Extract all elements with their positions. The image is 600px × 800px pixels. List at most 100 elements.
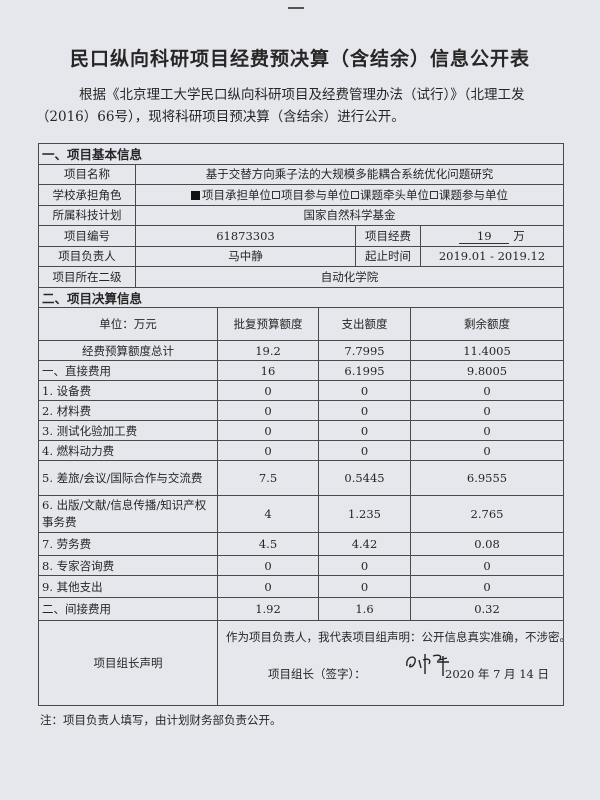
sign-date: 2020 年 7 月 14 日 bbox=[445, 667, 549, 681]
budget-row: 经费预算额度总计 19.2 7.7995 11.4005 bbox=[38, 340, 564, 361]
declaration-label: 项目组长声明 bbox=[38, 620, 218, 706]
funding-unit: 万 bbox=[513, 228, 525, 243]
funding-value: 19 万 bbox=[419, 225, 565, 247]
cell-spent: 4.42 bbox=[318, 532, 411, 556]
plan-label: 所属科技计划 bbox=[38, 204, 136, 226]
cell-spent: 1.6 bbox=[318, 597, 411, 621]
cell-remaining: 0.32 bbox=[410, 597, 564, 621]
cell-remaining: 11.4005 bbox=[410, 340, 564, 361]
cell-item: 5. 差旅/会议/国际合作与交流费 bbox=[38, 460, 218, 496]
cell-item: 2. 材料费 bbox=[38, 400, 218, 421]
declaration-text: 作为项目负责人，我代表项目组声明：公开信息真实准确，不涉密。 bbox=[226, 630, 564, 644]
role-option: 项目参与单位 bbox=[281, 187, 350, 202]
cell-item: 1. 设备费 bbox=[38, 380, 218, 401]
cell-spent: 0 bbox=[318, 555, 411, 576]
cell-budget: 4.5 bbox=[217, 532, 319, 556]
cell-budget: 0 bbox=[217, 555, 319, 576]
cell-item: 一、直接费用 bbox=[38, 360, 218, 381]
page-title: 民口纵向科研项目经费预决算（含结余）信息公开表 bbox=[69, 48, 530, 70]
col-remaining: 剩余额度 bbox=[410, 307, 564, 341]
cell-remaining: 2.765 bbox=[410, 495, 564, 533]
cell-remaining: 0 bbox=[410, 555, 564, 576]
cell-item: 经费预算额度总计 bbox=[38, 340, 218, 361]
cell-remaining: 0 bbox=[410, 380, 564, 401]
cell-remaining: 0 bbox=[410, 400, 564, 421]
cell-budget: 19.2 bbox=[217, 340, 319, 361]
number-value: 61873303 bbox=[135, 225, 356, 247]
cell-item: 二、间接费用 bbox=[38, 597, 218, 621]
cell-spent: 0 bbox=[318, 420, 411, 441]
leader-label: 项目负责人 bbox=[38, 245, 136, 267]
cell-budget: 0 bbox=[217, 575, 319, 598]
checkbox-empty-icon bbox=[430, 190, 438, 199]
cell-remaining: 6.9555 bbox=[410, 460, 564, 496]
cell-spent: 0 bbox=[318, 400, 411, 421]
dept-label: 项目所在二级 bbox=[38, 266, 136, 288]
budget-row: 4. 燃料动力费 0 0 0 bbox=[38, 440, 564, 461]
leader-value: 马中静 bbox=[135, 245, 356, 267]
budget-row: 二、间接费用 1.92 1.6 0.32 bbox=[38, 597, 564, 621]
section1-heading: 一、项目基本信息 bbox=[37, 143, 565, 165]
cell-spent: 6.1995 bbox=[318, 360, 411, 381]
project-name: 基于交替方向乘子法的大规模多能耦合系统优化问题研究 bbox=[134, 163, 565, 185]
cell-item: 7. 劳务费 bbox=[38, 532, 218, 556]
role-option: 课题牵头单位 bbox=[360, 187, 429, 202]
project-name-label: 项目名称 bbox=[38, 163, 136, 185]
cell-item: 6. 出版/文献/信息传播/知识产权事务费 bbox=[38, 495, 218, 533]
cell-spent: 7.7995 bbox=[318, 340, 411, 361]
role-option: 项目承担单位 bbox=[202, 187, 271, 202]
cell-spent: 0 bbox=[318, 575, 411, 598]
footnote: 注：项目负责人填写，由计划财务部负责公开。 bbox=[40, 713, 282, 727]
declaration-row: 项目组长声明 作为项目负责人，我代表项目组声明：公开信息真实准确，不涉密。 项目… bbox=[38, 620, 564, 706]
cell-item: 4. 燃料动力费 bbox=[38, 440, 218, 461]
signature-image bbox=[406, 654, 449, 676]
cell-remaining: 0 bbox=[410, 440, 564, 461]
budget-row: 6. 出版/文献/信息传播/知识产权事务费 4 1.235 2.765 bbox=[38, 495, 564, 533]
cell-remaining: 0 bbox=[410, 420, 564, 441]
cell-budget: 7.5 bbox=[217, 460, 319, 496]
cell-budget: 16 bbox=[217, 360, 319, 381]
period-label: 起止时间 bbox=[355, 245, 421, 267]
budget-header-row: 单位：万元 批复预算额度 支出额度 剩余额度 bbox=[38, 307, 564, 341]
funding-label: 项目经费 bbox=[355, 225, 421, 247]
cell-item: 3. 测试化验加工费 bbox=[38, 420, 218, 441]
budget-row: 3. 测试化验加工费 0 0 0 bbox=[38, 420, 564, 441]
staple-mark bbox=[288, 4, 304, 9]
intro-line-2: （2016）66号），现将科研项目预决算（含结余）进行公开。 bbox=[35, 109, 405, 125]
checkbox-empty-icon bbox=[351, 190, 359, 199]
role-options: 项目承担单位 项目参与单位 课题牵头单位 课题参与单位 bbox=[134, 184, 565, 206]
cell-budget: 0 bbox=[217, 420, 319, 441]
budget-row: 1. 设备费 0 0 0 bbox=[38, 380, 564, 401]
budget-row: 8. 专家咨询费 0 0 0 bbox=[38, 555, 564, 576]
col-budget: 批复预算额度 bbox=[217, 307, 319, 341]
intro-paragraph: 根据《北京理工大学民口纵向科研项目及经费管理办法（试行）》（北理工发 （2016… bbox=[36, 84, 562, 128]
cell-item: 8. 专家咨询费 bbox=[38, 555, 218, 576]
funding-amount: 19 bbox=[459, 229, 510, 244]
section2-heading: 二、项目决算信息 bbox=[37, 286, 565, 308]
checkbox-empty-icon bbox=[272, 190, 280, 199]
cell-budget: 0 bbox=[217, 440, 319, 461]
budget-table: 单位：万元 批复预算额度 支出额度 剩余额度 经费预算额度总计 19.2 7.799… bbox=[38, 307, 564, 706]
declaration-body: 作为项目负责人，我代表项目组声明：公开信息真实准确，不涉密。 项目组长（签字）：… bbox=[217, 620, 564, 706]
budget-row: 7. 劳务费 4.5 4.42 0.08 bbox=[38, 532, 564, 556]
plan-value: 国家自然科学基金 bbox=[134, 204, 565, 226]
cell-budget: 0 bbox=[217, 380, 319, 401]
sign-label: 项目组长（签字）： bbox=[268, 667, 366, 681]
cell-remaining: 0.08 bbox=[410, 532, 564, 556]
project-info-table: 一、项目基本信息 项目名称 基于交替方向乘子法的大规模多能耦合系统优化问题研究 … bbox=[37, 143, 565, 308]
col-unit: 单位：万元 bbox=[38, 307, 218, 341]
budget-row: 一、直接费用 16 6.1995 9.8005 bbox=[38, 360, 564, 381]
cell-budget: 4 bbox=[217, 495, 319, 533]
intro-line-1: 根据《北京理工大学民口纵向科研项目及经费管理办法（试行）》（北理工发 bbox=[79, 87, 525, 103]
role-option: 课题参与单位 bbox=[439, 187, 508, 202]
period-value: 2019.01 - 2019.12 bbox=[419, 245, 565, 267]
dept-value: 自动化学院 bbox=[134, 266, 565, 288]
cell-budget: 0 bbox=[217, 400, 319, 421]
cell-item: 9. 其他支出 bbox=[38, 575, 218, 598]
cell-spent: 1.235 bbox=[318, 495, 411, 533]
role-label: 学校承担角色 bbox=[38, 184, 136, 206]
budget-row: 2. 材料费 0 0 0 bbox=[38, 400, 564, 421]
cell-spent: 0 bbox=[318, 380, 411, 401]
cell-spent: 0.5445 bbox=[318, 460, 411, 496]
col-spent: 支出额度 bbox=[318, 307, 411, 341]
